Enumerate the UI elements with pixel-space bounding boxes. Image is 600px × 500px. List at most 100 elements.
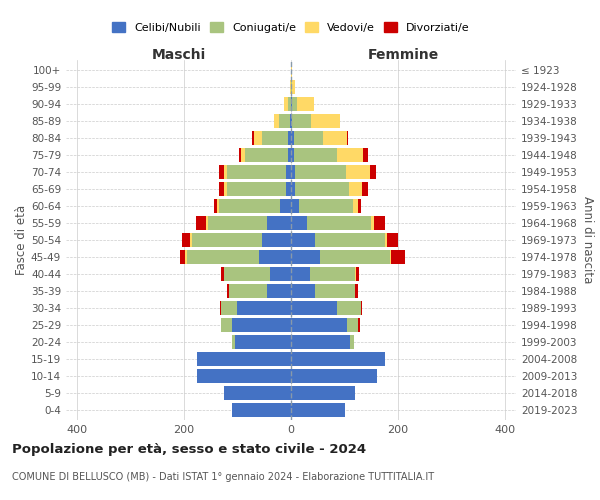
Bar [310,266,355,281]
Bar [224,266,269,281]
Bar [374,216,385,230]
Bar [262,233,291,247]
Bar [291,199,299,214]
Bar [291,216,307,230]
Bar [239,148,241,162]
Bar [279,114,290,128]
Bar [206,216,208,230]
Bar [291,368,377,383]
Bar [295,165,346,180]
Y-axis label: Fasce di età: Fasce di età [15,205,28,275]
Bar [197,352,291,366]
Bar [391,250,404,264]
Bar [358,318,359,332]
Bar [218,182,224,196]
Bar [259,250,291,264]
Bar [347,131,349,146]
Bar [208,216,267,230]
Bar [291,182,295,196]
Y-axis label: Anni di nascita: Anni di nascita [581,196,594,284]
Bar [291,266,310,281]
Bar [267,284,291,298]
Bar [218,165,224,180]
Bar [221,318,232,332]
Text: Femmine: Femmine [368,48,439,62]
Bar [291,318,347,332]
Bar [224,386,291,400]
Bar [307,216,371,230]
Bar [370,165,376,180]
Bar [291,284,315,298]
Bar [337,300,361,315]
Bar [218,199,280,214]
Bar [295,182,349,196]
Bar [267,216,291,230]
Bar [337,148,364,162]
Bar [311,114,340,128]
Bar [232,402,291,417]
Bar [289,131,291,146]
Bar [289,97,291,112]
Bar [350,334,354,349]
Bar [290,114,291,128]
Bar [229,284,267,298]
Bar [227,284,229,298]
Bar [315,284,355,298]
Bar [245,148,289,162]
Bar [291,250,320,264]
Bar [388,233,398,247]
Bar [197,368,291,383]
Text: COMUNE DI BELLUSCO (MB) - Dati ISTAT 1° gennaio 2024 - Elaborazione TUTTITALIA.I: COMUNE DI BELLUSCO (MB) - Dati ISTAT 1° … [12,472,434,482]
Bar [291,233,315,247]
Bar [323,131,347,146]
Bar [291,334,350,349]
Bar [298,97,314,112]
Bar [224,165,227,180]
Bar [347,318,358,332]
Bar [221,300,238,315]
Bar [353,199,358,214]
Legend: Celibi/Nubili, Coniugati/e, Vedovi/e, Divorziati/e: Celibi/Nubili, Coniugati/e, Vedovi/e, Di… [112,22,470,33]
Bar [269,266,291,281]
Bar [291,300,337,315]
Bar [291,97,292,112]
Bar [286,182,291,196]
Bar [182,233,190,247]
Bar [385,233,388,247]
Bar [291,165,295,180]
Bar [192,233,262,247]
Bar [235,334,291,349]
Bar [292,114,311,128]
Bar [293,131,323,146]
Bar [284,97,289,112]
Bar [364,148,368,162]
Bar [292,80,295,94]
Bar [361,300,362,315]
Bar [291,402,344,417]
Bar [220,300,221,315]
Bar [291,80,292,94]
Bar [291,386,355,400]
Bar [262,131,289,146]
Bar [214,199,217,214]
Bar [293,148,337,162]
Bar [190,233,192,247]
Bar [362,182,368,196]
Bar [274,114,279,128]
Bar [290,80,291,94]
Text: Popolazione per età, sesso e stato civile - 2024: Popolazione per età, sesso e stato civil… [12,442,366,456]
Bar [315,233,385,247]
Bar [355,266,356,281]
Bar [232,318,291,332]
Bar [371,216,374,230]
Bar [390,250,391,264]
Bar [286,165,291,180]
Bar [358,199,361,214]
Bar [320,250,390,264]
Bar [217,199,218,214]
Bar [227,182,286,196]
Bar [227,165,286,180]
Bar [280,199,291,214]
Bar [355,284,358,298]
Bar [224,182,227,196]
